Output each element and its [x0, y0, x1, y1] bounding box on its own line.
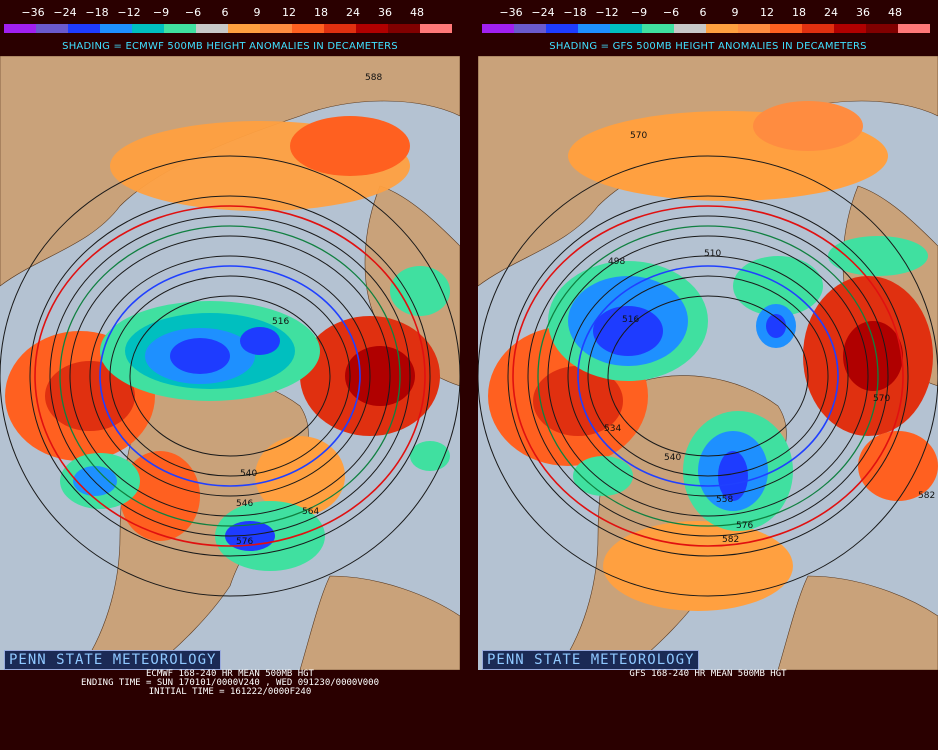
legend-color-swatch — [196, 24, 228, 33]
legend-label: −12 — [117, 6, 141, 19]
legend-color-swatch — [674, 24, 706, 33]
legend-label: 6 — [699, 6, 707, 19]
contour-label: 540 — [664, 453, 681, 463]
legend-color-swatch — [738, 24, 770, 33]
legend-label: 9 — [253, 6, 261, 19]
legend-label: 18 — [314, 6, 328, 19]
legend-color-swatch — [356, 24, 388, 33]
initial-time-caption: INITIAL TIME = 161222/0000F240 — [148, 687, 312, 697]
legend-label: −18 — [563, 6, 587, 19]
legend-label: −36 — [21, 6, 45, 19]
legend-color-swatch — [546, 24, 578, 33]
ecmwf-map: 588 540 576 564 516 546 — [0, 56, 460, 670]
legend-label: −6 — [662, 6, 680, 19]
legend-color-swatch — [770, 24, 802, 33]
legend-color-swatch — [228, 24, 260, 33]
legend-label: 36 — [856, 6, 870, 19]
penn-state-logo: PENN STATE METEOROLOGY — [4, 650, 222, 670]
contour-label: 570 — [630, 131, 647, 141]
legend-label: 24 — [824, 6, 838, 19]
legend-color-swatch — [482, 24, 514, 33]
legend-color-swatch — [100, 24, 132, 33]
legend-color-swatch — [36, 24, 68, 33]
legend-label: −24 — [531, 6, 555, 19]
legend-label: −9 — [152, 6, 170, 19]
legend-color-swatch — [4, 24, 36, 33]
gfs-panel: −36 −24 −18 −12 −9 −6 6 9 12 18 24 36 48… — [478, 0, 938, 750]
legend-label: −9 — [630, 6, 648, 19]
legend-color-swatch — [132, 24, 164, 33]
ecmwf-panel: −36 −24 −18 −12 −9 −6 6 9 12 18 24 36 48… — [0, 0, 460, 750]
legend-color-swatch — [292, 24, 324, 33]
legend-label: 9 — [731, 6, 739, 19]
contour-label: 516 — [622, 315, 639, 325]
legend-label: −6 — [184, 6, 202, 19]
contour-label: 558 — [716, 495, 733, 505]
legend-label: −12 — [595, 6, 619, 19]
gfs-map-graphic: 570 498 510 516 534 570 582 582 540 558 … — [478, 56, 938, 670]
anomaly-color-legend: −36 −24 −18 −12 −9 −6 6 9 12 18 24 36 48 — [478, 6, 938, 34]
legend-color-bar — [482, 24, 930, 33]
legend-color-swatch — [68, 24, 100, 33]
contour-label: 582 — [722, 535, 739, 545]
legend-color-swatch — [802, 24, 834, 33]
contour-label: 576 — [236, 537, 253, 547]
gfs-map: 570 498 510 516 534 570 582 582 540 558 … — [478, 56, 938, 670]
contour-label: 510 — [704, 249, 721, 259]
ending-time-caption: ENDING TIME = SUN 170101/0000V240 , WED … — [80, 678, 379, 688]
legend-label: 36 — [378, 6, 392, 19]
contour-label: 588 — [365, 73, 382, 83]
legend-label: 48 — [888, 6, 902, 19]
contour-label: 540 — [240, 469, 257, 479]
legend-label: −18 — [85, 6, 109, 19]
legend-color-bar — [4, 24, 452, 33]
legend-color-swatch — [642, 24, 674, 33]
legend-label: 12 — [760, 6, 774, 19]
legend-color-swatch — [834, 24, 866, 33]
legend-label: 24 — [346, 6, 360, 19]
legend-color-swatch — [898, 24, 930, 33]
penn-state-logo: PENN STATE METEOROLOGY — [482, 650, 700, 670]
contour-label: 564 — [302, 507, 319, 517]
panel-divider — [460, 0, 478, 750]
legend-color-swatch — [164, 24, 196, 33]
model-caption: ECMWF 168-240 HR MEAN 500MB HGT — [146, 669, 314, 679]
legend-label: −36 — [499, 6, 523, 19]
contour-label: 570 — [873, 394, 890, 404]
legend-label: 12 — [282, 6, 296, 19]
legend-color-swatch — [514, 24, 546, 33]
shading-title: SHADING = GFS 500MB HEIGHT ANOMALIES IN … — [549, 41, 867, 52]
contour-label: 534 — [604, 424, 621, 434]
contour-label: 546 — [236, 499, 253, 509]
legend-label: 6 — [221, 6, 229, 19]
anomaly-color-legend: −36 −24 −18 −12 −9 −6 6 9 12 18 24 36 48 — [0, 6, 460, 34]
legend-color-swatch — [260, 24, 292, 33]
contour-label: 516 — [272, 317, 289, 327]
legend-label: 48 — [410, 6, 424, 19]
legend-color-swatch — [324, 24, 356, 33]
legend-color-swatch — [420, 24, 452, 33]
legend-color-swatch — [578, 24, 610, 33]
legend-label: 18 — [792, 6, 806, 19]
contour-label: 498 — [608, 257, 625, 267]
shading-title: SHADING = ECMWF 500MB HEIGHT ANOMALIES I… — [62, 41, 398, 52]
legend-label: −24 — [53, 6, 77, 19]
legend-color-swatch — [706, 24, 738, 33]
contour-label: 582 — [918, 491, 935, 501]
legend-color-swatch — [610, 24, 642, 33]
model-caption: GFS 168-240 HR MEAN 500MB HGT — [629, 669, 787, 679]
legend-color-swatch — [866, 24, 898, 33]
legend-color-swatch — [388, 24, 420, 33]
ecmwf-map-graphic: 588 540 576 564 516 546 — [0, 56, 460, 670]
contour-label: 576 — [736, 521, 753, 531]
